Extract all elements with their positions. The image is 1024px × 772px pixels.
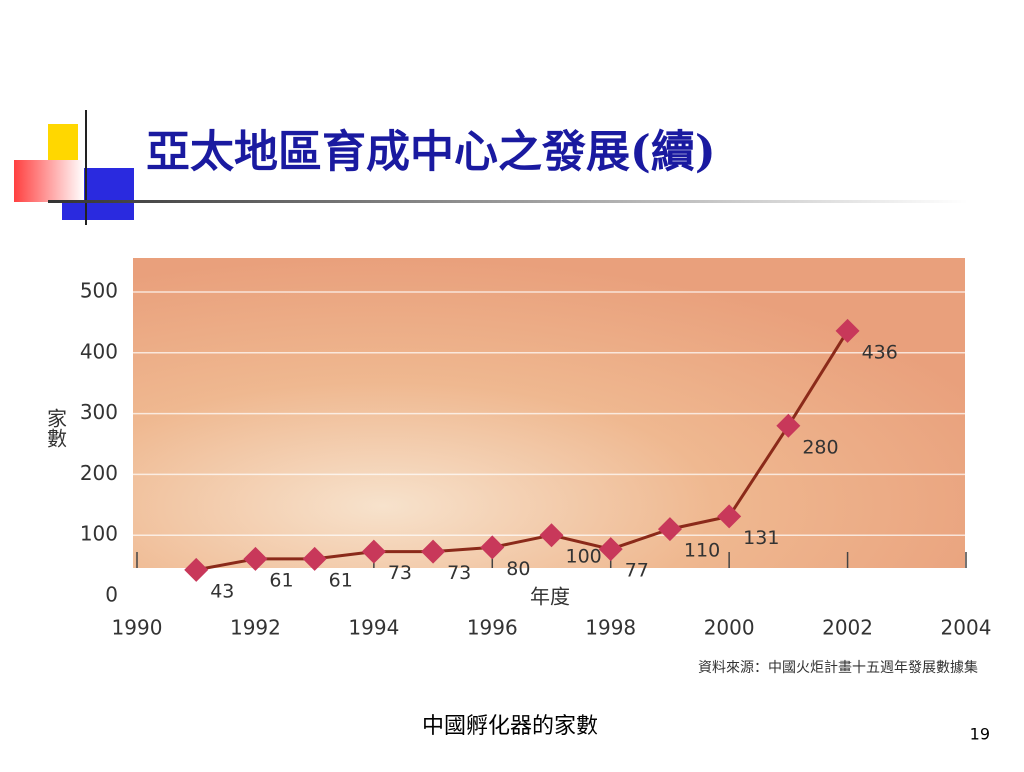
data-label: 100 [566,546,602,568]
x-tick-label: 1994 [348,616,399,640]
y-tick-label: 400 [80,339,118,363]
chart: 0 100 200 300 400 500 1990 1992 1994 1996 1998 2000… [80,279,992,640]
data-point [776,413,801,438]
y-tick-label: 500 [80,279,118,303]
data-label: 77 [625,560,649,582]
deco [48,200,968,203]
data-point [539,523,564,548]
slide-title: 亞太地區育成中心之發展(續) [146,127,716,178]
data-label: 280 [802,436,838,458]
x-tick-label: 2000 [704,616,755,640]
data-point [184,557,209,582]
data-label: 61 [329,569,353,591]
y-tick-label: 0 [105,583,118,607]
caption: 中國孵化器的家數 [422,714,598,739]
x-axis-label: 年度 [530,585,570,609]
x-tick-label: 1990 [112,616,163,640]
y-tick-label: 100 [80,522,118,546]
data-label: 43 [210,580,234,602]
data-point [421,539,446,564]
y-tick-label: 200 [80,461,118,485]
data-label: 436 [862,341,898,363]
data-point [302,546,327,571]
data-label: 110 [684,540,720,562]
data-label: 61 [269,569,293,591]
x-tick-label: 1996 [467,616,518,640]
slide-number: 19 [970,725,990,744]
deco [48,124,78,164]
data-point [835,318,860,343]
x-tick-label: 2002 [822,616,873,640]
data-point [657,517,682,542]
data-label: 131 [743,527,779,549]
deco [14,160,84,202]
data-point [598,537,623,562]
data-point [361,539,386,564]
y-axis-label: 家數 [44,408,68,448]
data-point [480,535,505,560]
source-note: 資料來源：中國火炬計畫十五週年發展數據集 [698,659,978,676]
data-label: 80 [506,558,530,580]
x-tick-label: 1998 [585,616,636,640]
x-tick-label: 1992 [230,616,281,640]
data-label: 73 [447,562,471,584]
data-label: 73 [388,562,412,584]
data-point [243,546,268,571]
y-tick-label: 300 [80,400,118,424]
x-tick-label: 2004 [941,616,992,640]
data-point [717,504,742,529]
